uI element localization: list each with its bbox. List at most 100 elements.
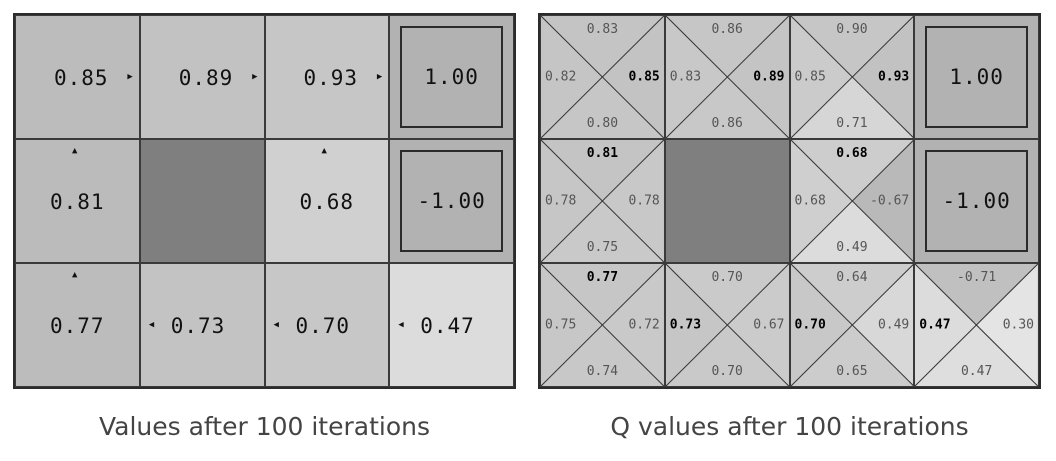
state-value: 0.81 bbox=[50, 190, 105, 214]
arrow-left-icon: ◀ bbox=[398, 320, 404, 330]
terminal-value: 1.00 bbox=[424, 65, 479, 89]
q-triangle-top bbox=[665, 264, 789, 325]
state-value: 0.85 bbox=[54, 66, 109, 90]
q-triangle-right bbox=[727, 16, 789, 138]
q-cell: 0.68 -0.67 0.49 0.68 bbox=[789, 139, 915, 263]
q-value-bottom: 0.86 bbox=[711, 116, 743, 131]
terminal-box: 1.00 bbox=[925, 26, 1028, 128]
q-value-right: 0.85 bbox=[628, 69, 660, 85]
q-value-right: 0.89 bbox=[753, 69, 785, 85]
q-triangles bbox=[790, 16, 914, 138]
q-value-top: 0.70 bbox=[711, 270, 743, 285]
q-triangle-right bbox=[851, 264, 914, 386]
q-diagonal bbox=[541, 16, 664, 138]
q-value-left: 0.75 bbox=[545, 317, 577, 333]
values-grid-panel: 0.85 ▶ 0.89 ▶ 0.93 ▶ 1.00 0.81 ▲ 0.68 ▲ -1.00 0.77 ▲ 0… bbox=[13, 13, 516, 389]
terminal-box: -1.00 bbox=[400, 150, 503, 252]
q-diagonal bbox=[541, 264, 664, 386]
q-triangle-right bbox=[851, 16, 914, 138]
arrow-up-icon: ▲ bbox=[72, 270, 78, 280]
q-cell: 0.86 0.89 0.86 0.83 bbox=[664, 15, 790, 139]
q-cell: 0.83 0.85 0.80 0.82 bbox=[540, 15, 665, 139]
q-value-top: 0.86 bbox=[711, 22, 743, 37]
q-diagonal bbox=[791, 140, 914, 262]
q-triangles bbox=[915, 264, 1038, 386]
q-value-left: 0.73 bbox=[669, 317, 702, 333]
q-triangle-left bbox=[790, 16, 852, 138]
q-value-bottom: 0.74 bbox=[586, 364, 619, 379]
q-triangle-bottom bbox=[665, 325, 789, 386]
q-triangle-right bbox=[976, 264, 1038, 386]
q-value-top: 0.68 bbox=[836, 146, 868, 161]
arrow-right-icon: ▶ bbox=[252, 72, 258, 82]
value-cell: 0.77 ▲ bbox=[15, 263, 140, 387]
q-triangle-top bbox=[541, 140, 664, 201]
q-triangle-top bbox=[790, 264, 914, 325]
q-value-left: 0.78 bbox=[545, 193, 577, 209]
q-value-bottom: 0.75 bbox=[586, 240, 619, 255]
q-value-right: 0.78 bbox=[628, 193, 660, 209]
q-triangles bbox=[665, 264, 789, 386]
terminal-cell: -1.00 bbox=[389, 139, 514, 263]
q-value-bottom: 0.80 bbox=[586, 116, 619, 131]
q-value-right: 0.49 bbox=[877, 317, 910, 333]
q-triangle-top bbox=[915, 264, 1038, 325]
q-triangle-left bbox=[665, 16, 728, 138]
q-triangle-left bbox=[541, 140, 603, 262]
q-cell: 0.70 0.67 0.70 0.73 bbox=[664, 263, 790, 387]
q-values-grid-panel: 0.83 0.85 0.80 0.82 0.86 0.89 0.86 0.83 0.90 0.93… bbox=[538, 13, 1041, 389]
q-value-top: 0.64 bbox=[836, 270, 868, 285]
terminal-box: 1.00 bbox=[400, 26, 503, 128]
q-triangles bbox=[790, 140, 914, 262]
arrow-right-icon: ▶ bbox=[376, 72, 383, 82]
q-triangles bbox=[541, 264, 664, 386]
q-triangles bbox=[790, 264, 914, 386]
terminal-cell: -1.00 bbox=[914, 139, 1039, 263]
terminal-value: -1.00 bbox=[417, 189, 486, 213]
state-value: 0.77 bbox=[50, 314, 105, 338]
value-cell: 0.81 ▲ bbox=[15, 139, 140, 263]
q-triangle-right bbox=[602, 16, 664, 138]
q-value-top: 0.81 bbox=[586, 146, 619, 161]
value-cell: 0.73 ◀ bbox=[139, 263, 265, 387]
wall-cell bbox=[139, 139, 265, 263]
q-triangle-right bbox=[851, 140, 914, 262]
q-triangle-top bbox=[790, 140, 914, 201]
q-triangle-top bbox=[541, 16, 664, 77]
q-triangle-bottom bbox=[541, 325, 664, 386]
state-value: 0.68 bbox=[299, 190, 355, 214]
value-cell: 0.68 ▲ bbox=[264, 139, 390, 263]
q-value-bottom: 0.70 bbox=[711, 364, 743, 379]
q-value-bottom: 0.71 bbox=[836, 116, 868, 131]
state-value: 0.89 bbox=[178, 66, 234, 90]
q-value-right: 0.67 bbox=[753, 317, 785, 333]
q-cell: -0.71 0.30 0.47 0.47 bbox=[914, 263, 1039, 387]
q-triangle-bottom bbox=[790, 201, 914, 262]
values-grid: 0.85 ▶ 0.89 ▶ 0.93 ▶ 1.00 0.81 ▲ 0.68 ▲ -1.00 0.77 ▲ 0… bbox=[15, 15, 514, 387]
q-diagonal bbox=[666, 264, 789, 386]
terminal-value: -1.00 bbox=[942, 189, 1011, 213]
q-triangle-bottom bbox=[790, 325, 914, 386]
q-values-grid: 0.83 0.85 0.80 0.82 0.86 0.89 0.86 0.83 0.90 0.93… bbox=[540, 15, 1039, 387]
value-cell: 0.89 ▶ bbox=[139, 15, 265, 139]
state-value: 0.93 bbox=[303, 66, 359, 90]
q-value-left: 0.85 bbox=[794, 69, 826, 85]
q-triangle-top bbox=[665, 16, 789, 77]
q-value-left: 0.70 bbox=[794, 317, 826, 333]
q-diagonal bbox=[541, 140, 664, 262]
q-triangle-top bbox=[790, 16, 914, 77]
q-cell: 0.81 0.78 0.75 0.78 bbox=[540, 139, 665, 263]
value-cell: 0.70 ◀ bbox=[264, 263, 390, 387]
q-value-bottom: 0.49 bbox=[836, 240, 868, 255]
q-cell: 0.64 0.49 0.65 0.70 bbox=[789, 263, 915, 387]
q-triangle-bottom bbox=[790, 77, 914, 138]
value-cell: 0.47 ◀ bbox=[389, 263, 514, 387]
arrow-up-icon: ▲ bbox=[72, 146, 78, 156]
terminal-cell: 1.00 bbox=[914, 15, 1039, 139]
q-diagonal bbox=[791, 264, 914, 386]
q-triangle-left bbox=[541, 264, 603, 386]
q-triangle-bottom bbox=[541, 77, 664, 138]
q-triangle-left bbox=[541, 16, 603, 138]
q-values-caption: Q values after 100 iterations bbox=[610, 412, 969, 441]
q-triangle-top bbox=[541, 264, 664, 325]
